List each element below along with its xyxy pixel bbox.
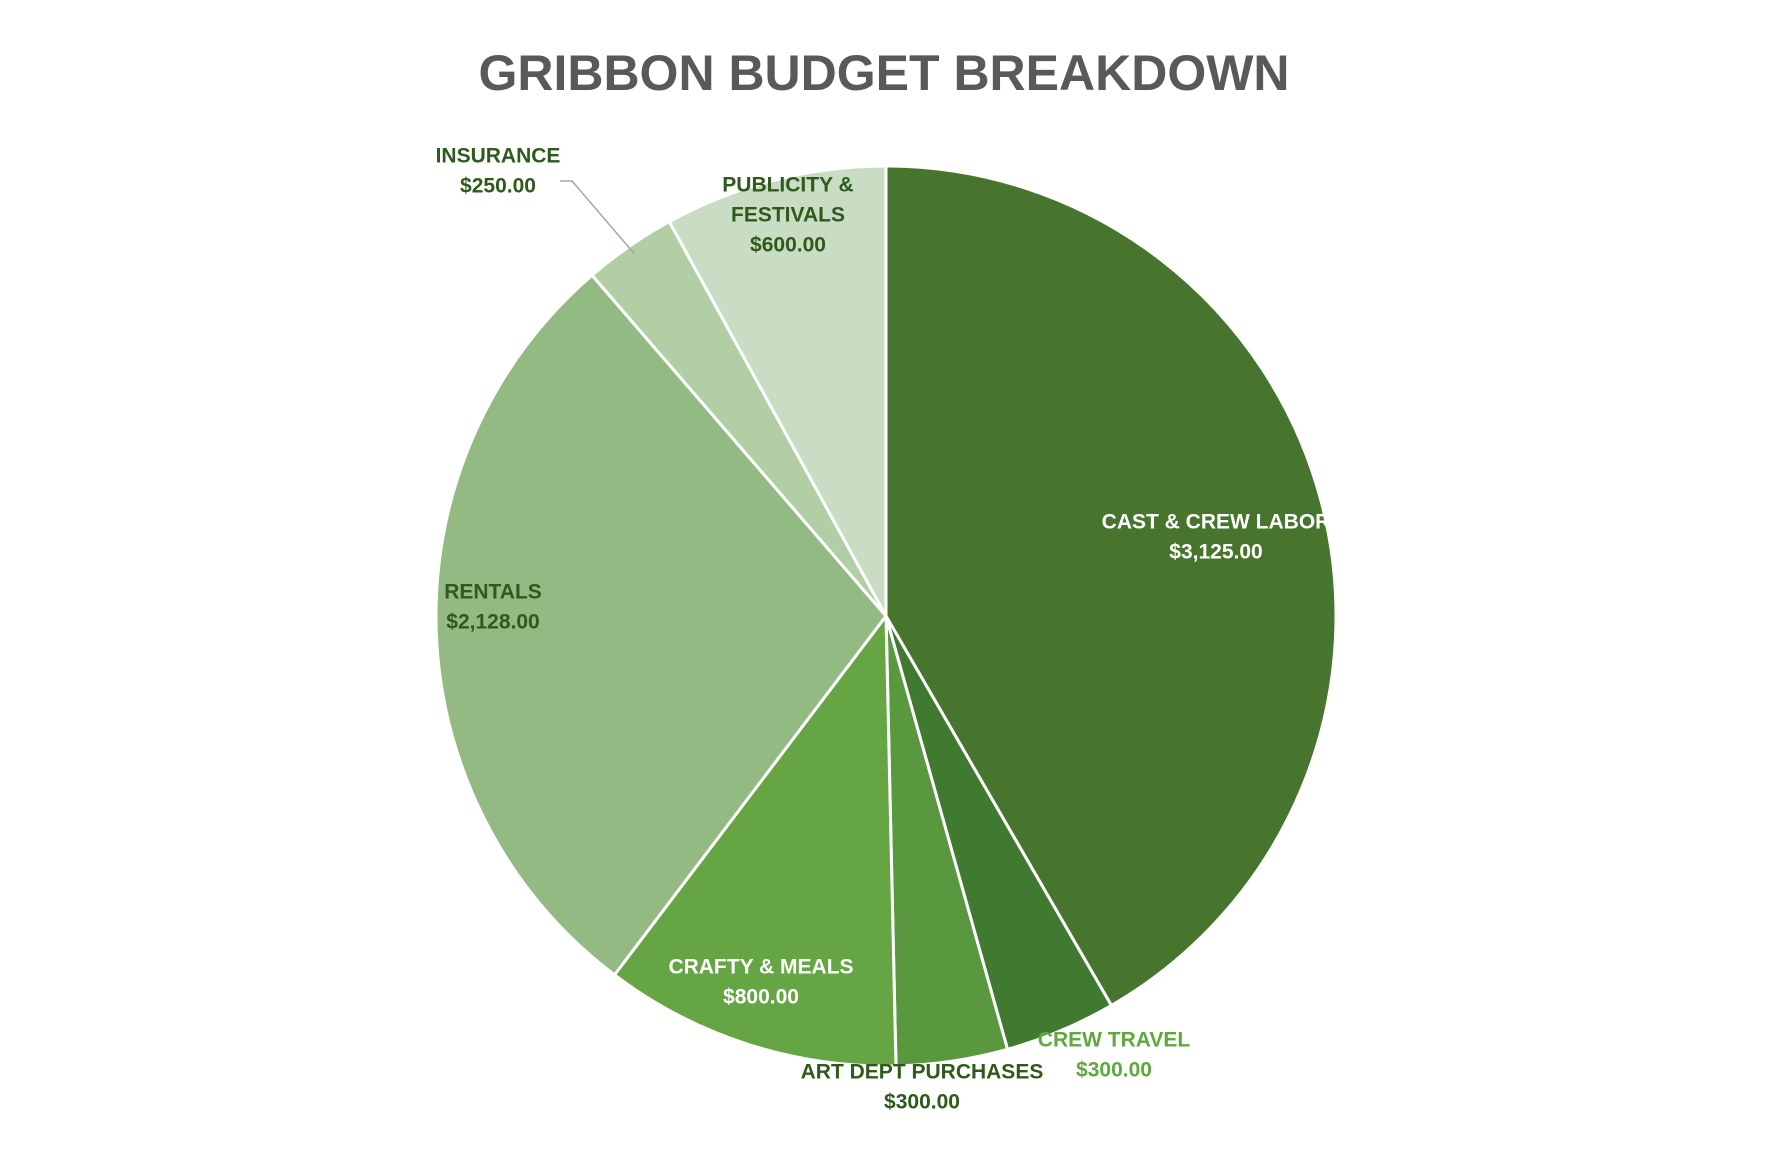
leader-lines bbox=[560, 180, 635, 255]
pie-slices bbox=[434, 164, 1338, 1068]
data-label-crew-travel: CREW TRAVEL $300.00 bbox=[1038, 1029, 1191, 1082]
pie-slice-cast-and-crew-labor bbox=[884, 164, 1338, 1007]
data-label-art-dept-purchases: ART DEPT PURCHASES $300.00 bbox=[801, 1061, 1044, 1114]
chart-title: GRIBBON BUDGET BREAKDOWN bbox=[478, 45, 1290, 101]
data-labels: CAST & CREW LABOR $3,125.00 CREW TRAVEL $30… bbox=[436, 145, 1331, 1114]
data-label-rentals: RENTALS $2,128.00 bbox=[444, 581, 542, 634]
pie-slice-crafty-and-meals bbox=[612, 614, 898, 1068]
pie-slice-publicity-and-festivals bbox=[667, 164, 888, 618]
data-label-publicity-and-festivals: PUBLICITY & FESTIVALS $600.00 bbox=[722, 174, 853, 257]
data-label-crafty-and-meals: CRAFTY & MEALS $800.00 bbox=[668, 956, 853, 1009]
data-label-insurance: INSURANCE $250.00 bbox=[436, 145, 561, 198]
pie-slice-rentals bbox=[434, 273, 888, 977]
data-label-cast-and-crew-labor: CAST & CREW LABOR $3,125.00 bbox=[1102, 511, 1331, 564]
leader-line-insurance bbox=[560, 180, 635, 255]
